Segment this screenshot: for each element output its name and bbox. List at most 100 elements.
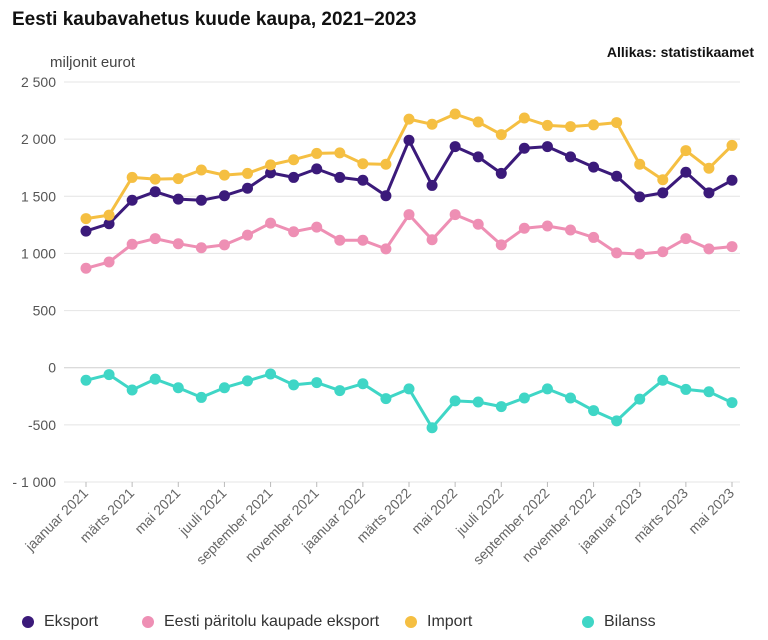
data-point: [149, 173, 161, 185]
data-point: [334, 147, 346, 159]
data-point: [657, 187, 669, 199]
data-point: [565, 224, 576, 236]
data-point: [449, 108, 461, 120]
data-point: [357, 174, 369, 186]
data-point: [611, 117, 623, 129]
data-point: [311, 163, 323, 175]
y-axis-ticks: - 1 000 -500 0 500 1 000 1 500 2 000 2 500: [12, 74, 56, 490]
data-point: [242, 167, 253, 179]
legend-item: Eesti päritolu kaupade eksport: [142, 613, 379, 631]
data-point: [195, 194, 207, 206]
data-point: [218, 190, 230, 202]
y-axis-label: miljonit eurot: [50, 54, 136, 71]
y-tick-label: - 1 000: [12, 474, 56, 490]
data-point: [195, 391, 207, 403]
line-chart: miljonit eurot - 1 000 -500 0 500 1 000 1 500…: [12, 54, 740, 568]
legend-marker: [582, 616, 594, 628]
legend-label: Bilanss: [604, 613, 656, 630]
data-point: [518, 222, 530, 234]
data-point: [288, 226, 300, 238]
data-point: [288, 154, 300, 166]
data-point: [357, 378, 369, 390]
data-point: [472, 218, 484, 230]
data-point: [541, 141, 553, 153]
data-point: [680, 233, 692, 245]
data-point: [611, 247, 623, 259]
data-point: [541, 119, 553, 131]
data-point: [218, 382, 230, 394]
data-point: [518, 392, 530, 404]
data-point: [288, 379, 300, 391]
data-point: [472, 396, 484, 408]
data-point: [172, 173, 184, 185]
data-point: [426, 179, 438, 191]
data-point: [680, 166, 692, 178]
legend-marker: [22, 616, 34, 628]
series-2: [80, 209, 738, 274]
data-point: [242, 229, 253, 241]
data-point: [380, 158, 392, 170]
data-point: [703, 243, 715, 255]
y-tick-label: 1 500: [21, 188, 56, 204]
data-point: [726, 174, 738, 186]
data-point: [242, 182, 253, 194]
data-point: [403, 383, 415, 395]
data-point: [149, 233, 161, 245]
legend-item: Import: [405, 613, 472, 631]
data-point: [126, 384, 138, 396]
grid-lines: [64, 81, 740, 483]
data-point: [126, 171, 138, 183]
legend-item: Eksport: [22, 613, 98, 631]
data-point: [357, 158, 369, 170]
data-point: [449, 141, 461, 153]
data-point: [265, 217, 277, 229]
data-point: [403, 134, 415, 146]
data-point: [634, 191, 646, 203]
chart-title: Eesti kaubavahetus kuude kaupa, 2021–202…: [12, 9, 417, 30]
data-point: [703, 386, 715, 398]
data-point: [334, 385, 346, 397]
data-point: [472, 116, 484, 128]
data-point: [195, 164, 207, 176]
data-point: [634, 248, 646, 260]
data-point: [726, 397, 738, 409]
data-point: [311, 147, 323, 159]
y-tick-label: 2 000: [21, 131, 56, 147]
data-point: [657, 374, 669, 386]
data-point: [426, 118, 438, 130]
data-point: [126, 194, 138, 206]
data-point: [611, 415, 623, 427]
data-point: [103, 218, 115, 230]
data-point: [149, 373, 161, 385]
x-tick-label: mai 2021: [131, 485, 183, 537]
data-point: [334, 234, 346, 246]
data-point: [403, 209, 415, 221]
data-point: [288, 171, 300, 183]
data-point: [126, 238, 138, 250]
data-point: [426, 234, 438, 246]
x-tick-label: mai 2022: [408, 485, 460, 537]
data-point: [634, 158, 646, 170]
data-point: [518, 112, 530, 124]
data-point: [426, 422, 438, 434]
data-point: [541, 383, 553, 395]
x-tick-label: mai 2023: [685, 485, 737, 537]
source-note: Allikas: statistikaamet: [606, 44, 754, 60]
data-point: [657, 246, 669, 258]
data-point: [80, 225, 92, 237]
y-tick-label: 500: [33, 303, 57, 319]
y-tick-label: 2 500: [21, 74, 56, 90]
series-1: [80, 134, 738, 237]
data-point: [103, 209, 115, 221]
data-point: [495, 401, 507, 413]
data-point: [449, 395, 461, 407]
data-point: [265, 368, 277, 380]
legend-label: Eesti päritolu kaupade eksport: [164, 613, 380, 630]
data-point: [80, 262, 92, 274]
data-point: [495, 167, 507, 179]
data-point: [103, 256, 115, 268]
data-point: [657, 174, 669, 186]
data-point: [680, 383, 692, 395]
data-point: [703, 187, 715, 199]
data-point: [334, 171, 346, 183]
